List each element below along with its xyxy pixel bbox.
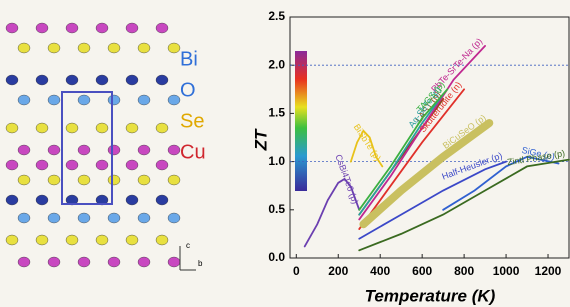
atom bbox=[66, 160, 78, 170]
atom bbox=[96, 160, 108, 170]
atom bbox=[126, 75, 138, 85]
atom bbox=[6, 75, 18, 85]
atom bbox=[156, 160, 168, 170]
x-tick-label: 0 bbox=[293, 264, 300, 278]
atom bbox=[108, 175, 120, 185]
atom bbox=[36, 123, 48, 133]
atom bbox=[108, 145, 120, 155]
atom bbox=[6, 23, 18, 33]
atom bbox=[126, 235, 138, 245]
element-label: Se bbox=[180, 110, 204, 132]
y-axis-label: ZT bbox=[251, 128, 270, 151]
atom bbox=[18, 213, 30, 223]
axis-letter: b bbox=[198, 259, 203, 268]
atom bbox=[156, 235, 168, 245]
atom bbox=[156, 123, 168, 133]
atom bbox=[66, 23, 78, 33]
atom bbox=[96, 235, 108, 245]
atom bbox=[108, 43, 120, 53]
atom bbox=[78, 43, 90, 53]
atom bbox=[138, 257, 150, 267]
atom bbox=[156, 75, 168, 85]
atom bbox=[18, 257, 30, 267]
atom bbox=[138, 43, 150, 53]
axis-letter: c bbox=[186, 241, 190, 250]
atom bbox=[48, 145, 60, 155]
atom bbox=[168, 145, 180, 155]
atom bbox=[108, 213, 120, 223]
atom bbox=[36, 195, 48, 205]
atom bbox=[36, 23, 48, 33]
y-tick-label: 1.0 bbox=[268, 154, 285, 168]
atom bbox=[6, 160, 18, 170]
x-tick-label: 800 bbox=[454, 264, 474, 278]
y-tick-label: 2.5 bbox=[268, 9, 285, 23]
atom bbox=[156, 23, 168, 33]
y-tick-label: 0.0 bbox=[268, 250, 285, 264]
y-tick-label: 1.5 bbox=[268, 106, 285, 120]
atom bbox=[168, 213, 180, 223]
atom bbox=[48, 257, 60, 267]
atom bbox=[108, 95, 120, 105]
element-label: O bbox=[180, 79, 196, 101]
element-label: Cu bbox=[180, 141, 206, 163]
atom bbox=[48, 213, 60, 223]
atom bbox=[96, 123, 108, 133]
atom bbox=[36, 75, 48, 85]
atom bbox=[66, 235, 78, 245]
atom bbox=[126, 160, 138, 170]
element-label: Bi bbox=[180, 48, 198, 70]
atom bbox=[168, 95, 180, 105]
atom bbox=[126, 23, 138, 33]
atom bbox=[48, 43, 60, 53]
atom bbox=[96, 75, 108, 85]
x-tick-label: 1000 bbox=[493, 264, 520, 278]
atom bbox=[36, 160, 48, 170]
atom bbox=[126, 195, 138, 205]
x-tick-label: 400 bbox=[370, 264, 390, 278]
atom bbox=[48, 175, 60, 185]
atom bbox=[156, 195, 168, 205]
atom bbox=[66, 75, 78, 85]
atom bbox=[78, 145, 90, 155]
color-bar bbox=[295, 51, 307, 191]
x-tick-label: 1200 bbox=[535, 264, 562, 278]
page: Bi O Se Cu cb Temperature (K) ZT 0 200 400 600 8… bbox=[0, 0, 570, 307]
atom bbox=[138, 95, 150, 105]
y-tick-label: 2.0 bbox=[268, 57, 285, 71]
atom bbox=[6, 235, 18, 245]
atom bbox=[18, 43, 30, 53]
atom bbox=[6, 195, 18, 205]
atom bbox=[18, 175, 30, 185]
atom bbox=[6, 123, 18, 133]
atom bbox=[36, 235, 48, 245]
atom bbox=[168, 175, 180, 185]
atom bbox=[126, 123, 138, 133]
atom bbox=[108, 257, 120, 267]
series-label: CsBi4Te6 (p) bbox=[333, 153, 360, 205]
atom bbox=[66, 123, 78, 133]
atom bbox=[138, 175, 150, 185]
atom bbox=[78, 213, 90, 223]
x-tick-label: 600 bbox=[412, 264, 432, 278]
atom bbox=[138, 213, 150, 223]
atom bbox=[168, 43, 180, 53]
atom bbox=[18, 95, 30, 105]
atom bbox=[96, 23, 108, 33]
atom bbox=[78, 175, 90, 185]
atom bbox=[78, 95, 90, 105]
x-tick-label: 200 bbox=[328, 264, 348, 278]
x-axis-label: Temperature (K) bbox=[365, 286, 496, 305]
atom bbox=[138, 145, 150, 155]
figure: Bi O Se Cu cb Temperature (K) ZT 0 200 400 600 8… bbox=[0, 0, 570, 307]
atom bbox=[48, 95, 60, 105]
atom bbox=[168, 257, 180, 267]
y-tick-label: 0.5 bbox=[268, 202, 285, 216]
atom bbox=[18, 145, 30, 155]
crystal-structure: Bi O Se Cu cb bbox=[6, 23, 206, 270]
atom bbox=[78, 257, 90, 267]
